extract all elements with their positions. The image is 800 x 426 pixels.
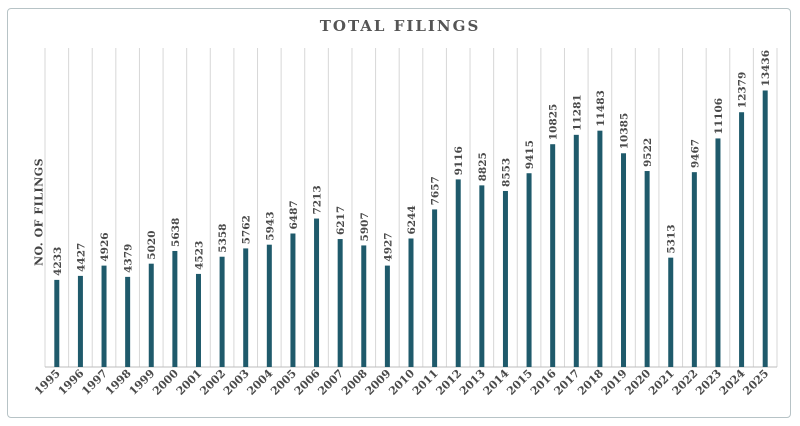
x-tick-1998: 1998 — [103, 367, 134, 398]
bar-2002 — [219, 256, 225, 367]
x-tick-2020: 2020 — [622, 367, 653, 398]
data-label-2025: 13436 — [760, 50, 772, 87]
bar-2018 — [597, 130, 603, 367]
bar-2009 — [384, 265, 390, 367]
bar-2017 — [573, 134, 579, 367]
bar-2011 — [432, 209, 438, 367]
data-label-1998: 4379 — [123, 244, 135, 273]
data-label-2009: 4927 — [382, 232, 394, 261]
bar-2005 — [290, 233, 296, 367]
chart-title: TOTAL FILINGS — [319, 17, 481, 35]
data-label-2003: 5762 — [241, 215, 253, 244]
data-label-2005: 6487 — [288, 200, 300, 229]
x-tick-2002: 2002 — [197, 367, 228, 398]
bar-2014 — [502, 190, 508, 367]
data-label-2020: 9522 — [642, 138, 654, 167]
data-label-1995: 4233 — [52, 247, 64, 276]
data-label-1999: 5020 — [146, 230, 158, 259]
bar-2023 — [715, 138, 721, 367]
data-label-2013: 8825 — [477, 152, 489, 181]
data-label-2022: 9467 — [689, 139, 701, 168]
data-label-1996: 4427 — [75, 243, 87, 272]
x-tick-2023: 2023 — [693, 367, 724, 398]
x-tick-2009: 2009 — [363, 367, 394, 398]
data-label-2024: 12379 — [737, 72, 749, 109]
data-label-2021: 5313 — [666, 224, 678, 253]
bar-2016 — [550, 144, 556, 367]
bar-2012 — [455, 179, 461, 367]
bar-2004 — [266, 244, 272, 367]
bar-1999 — [148, 263, 154, 367]
data-label-2008: 5907 — [359, 212, 371, 241]
bar-2000 — [172, 250, 178, 367]
bars — [54, 90, 768, 367]
data-label-2014: 8553 — [500, 158, 512, 187]
bar-1998 — [125, 276, 131, 367]
bar-2022 — [691, 172, 697, 367]
x-tick-1995: 1995 — [32, 367, 63, 398]
x-tick-2003: 2003 — [221, 367, 252, 398]
data-label-2011: 7657 — [430, 176, 442, 205]
bar-2021 — [668, 257, 674, 367]
x-tick-2016: 2016 — [528, 367, 559, 398]
data-label-2016: 10825 — [548, 104, 560, 141]
bar-2015 — [526, 173, 532, 367]
x-tick-2007: 2007 — [315, 367, 346, 398]
bar-2024 — [739, 112, 745, 367]
x-tick-2025: 2025 — [740, 367, 771, 398]
bar-2003 — [243, 248, 249, 367]
bar-1997 — [101, 265, 107, 367]
x-tick-2024: 2024 — [717, 367, 748, 398]
x-tick-2000: 2000 — [150, 367, 181, 398]
data-label-2010: 6244 — [406, 205, 418, 234]
x-tick-2017: 2017 — [552, 367, 583, 398]
data-label-2015: 9415 — [524, 140, 536, 169]
bar-1995 — [54, 279, 60, 367]
x-tick-2004: 2004 — [245, 367, 276, 398]
bar-2008 — [361, 245, 367, 367]
x-tick-2011: 2011 — [410, 367, 441, 398]
x-tick-2006: 2006 — [292, 367, 323, 398]
x-tick-2008: 2008 — [339, 367, 370, 398]
bar-2006 — [314, 218, 320, 367]
x-tick-2010: 2010 — [386, 367, 417, 398]
data-label-2019: 10385 — [619, 113, 631, 150]
x-tick-labels: 1995199619971998199920002001200220032004… — [32, 367, 771, 398]
x-tick-2022: 2022 — [670, 367, 701, 398]
bar-2025 — [762, 90, 768, 367]
data-label-2007: 6217 — [335, 206, 347, 235]
bar-2013 — [479, 185, 485, 367]
bar-2019 — [621, 153, 627, 367]
data-label-2012: 9116 — [453, 146, 465, 175]
x-tick-2021: 2021 — [646, 367, 677, 398]
data-label-1997: 4926 — [99, 232, 111, 261]
x-tick-1996: 1996 — [56, 367, 87, 398]
x-tick-2015: 2015 — [504, 367, 535, 398]
x-tick-1999: 1999 — [127, 367, 158, 398]
x-tick-2012: 2012 — [433, 367, 464, 398]
x-tick-2005: 2005 — [268, 367, 299, 398]
x-tick-2019: 2019 — [599, 367, 630, 398]
data-label-2018: 11483 — [595, 90, 607, 127]
bar-2020 — [644, 171, 650, 367]
x-tick-2013: 2013 — [457, 367, 488, 398]
data-label-2023: 11106 — [713, 98, 725, 135]
data-label-2006: 7213 — [312, 185, 324, 214]
x-tick-1997: 1997 — [79, 367, 110, 398]
data-label-2000: 5638 — [170, 218, 182, 247]
data-label-2002: 5358 — [217, 223, 229, 252]
bar-1996 — [77, 275, 83, 367]
gridlines — [44, 48, 778, 368]
bar-2007 — [337, 239, 343, 367]
x-tick-2018: 2018 — [575, 367, 606, 398]
bar-2001 — [195, 273, 201, 367]
x-tick-2001: 2001 — [174, 367, 205, 398]
data-labels: 4233 4427 4926 4379 5020 5638 4523 5358 5762 5943… — [52, 50, 772, 276]
data-label-2017: 11281 — [571, 94, 583, 131]
data-label-2004: 5943 — [264, 211, 276, 240]
bar-2010 — [408, 238, 414, 367]
data-label-2001: 4523 — [193, 241, 205, 270]
x-tick-2014: 2014 — [481, 367, 512, 398]
